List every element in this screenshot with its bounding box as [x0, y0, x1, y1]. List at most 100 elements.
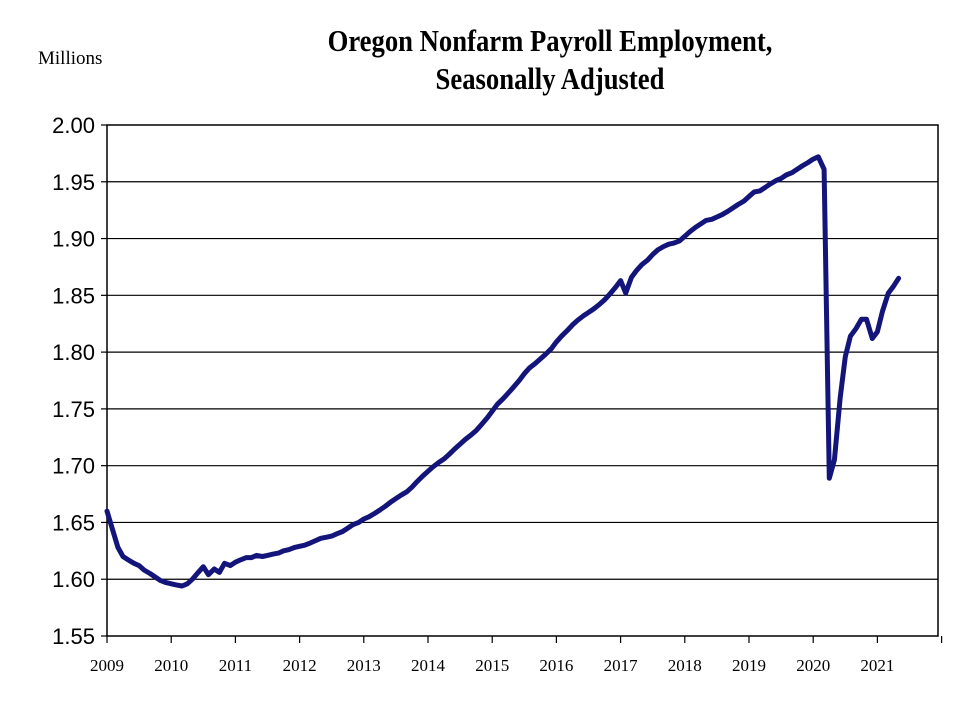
data-point	[855, 327, 857, 329]
x-tick-label: 2019	[732, 656, 766, 675]
data-point	[390, 501, 392, 503]
data-point	[695, 226, 697, 228]
data-point	[716, 216, 718, 218]
data-point	[277, 552, 279, 554]
data-point	[871, 338, 873, 339]
data-point	[170, 583, 172, 585]
data-point	[598, 303, 600, 305]
data-point	[539, 358, 541, 360]
data-point	[251, 557, 252, 559]
data-point	[326, 536, 328, 538]
data-point	[588, 311, 589, 313]
data-point	[849, 335, 851, 337]
data-point	[545, 353, 546, 355]
data-point	[181, 585, 183, 587]
data-point	[507, 392, 509, 394]
data-point	[657, 249, 659, 251]
data-point	[641, 264, 643, 266]
data-point	[711, 218, 713, 220]
x-tick-label: 2021	[860, 656, 894, 675]
data-point	[106, 510, 108, 512]
data-point	[315, 540, 317, 542]
chart-title-line-2: Seasonally Adjusted	[435, 61, 665, 96]
x-tick-label: 2014	[411, 656, 446, 675]
data-point	[534, 363, 536, 364]
data-point	[261, 556, 263, 557]
data-point	[165, 582, 167, 584]
data-point	[320, 537, 322, 539]
data-point	[759, 190, 761, 192]
data-point	[727, 210, 729, 212]
y-tick-label: 1.75	[52, 397, 95, 422]
data-point	[256, 554, 258, 556]
data-point	[604, 299, 605, 301]
data-point	[673, 242, 675, 244]
x-tick-label: 2015	[475, 656, 509, 675]
data-point	[636, 269, 638, 271]
data-point	[432, 466, 434, 468]
data-point	[791, 172, 793, 174]
data-point	[475, 430, 477, 431]
y-tick-label: 1.60	[52, 567, 95, 592]
data-point	[748, 196, 750, 197]
data-point	[705, 219, 707, 221]
data-point	[352, 524, 354, 526]
data-point	[523, 373, 525, 375]
data-point	[647, 259, 649, 261]
data-point	[893, 285, 894, 287]
data-point	[652, 254, 654, 255]
data-point	[310, 542, 311, 544]
data-point	[117, 546, 119, 548]
data-point	[882, 310, 883, 312]
chart-title-line-1: Oregon Nonfarm Payroll Employment,	[327, 23, 773, 58]
data-point	[812, 158, 814, 160]
data-point	[149, 573, 151, 574]
data-point	[663, 246, 665, 247]
x-tick-label: 2017	[604, 656, 639, 675]
y-axis-unit-label: Millions	[38, 48, 103, 69]
data-point	[480, 424, 482, 426]
data-point	[732, 207, 734, 209]
data-point	[288, 549, 290, 551]
data-point	[743, 200, 745, 202]
data-point	[866, 318, 867, 320]
data-point	[331, 535, 333, 537]
data-point	[555, 341, 557, 343]
y-tick-label: 1.65	[52, 510, 95, 535]
data-point	[887, 292, 889, 294]
data-point	[154, 576, 156, 578]
data-point	[299, 545, 301, 547]
data-point	[111, 527, 113, 529]
data-point	[582, 315, 584, 317]
data-point	[379, 509, 381, 511]
data-point	[609, 293, 611, 295]
data-point	[775, 180, 777, 182]
data-point	[443, 458, 445, 460]
x-tick-label: 2016	[539, 656, 573, 675]
data-point	[823, 168, 825, 170]
data-point	[764, 187, 766, 188]
series-line	[104, 154, 902, 589]
data-point	[122, 556, 124, 557]
grid-lines	[107, 181, 938, 580]
data-point	[384, 506, 386, 507]
data-point	[496, 403, 498, 405]
data-point	[416, 481, 418, 483]
data-point	[550, 348, 552, 350]
data-point	[753, 191, 755, 193]
y-tick-label: 1.55	[52, 624, 95, 649]
data-point	[175, 584, 177, 586]
data-point	[304, 544, 306, 546]
data-point	[486, 417, 488, 419]
data-point	[828, 477, 830, 479]
data-point	[224, 562, 225, 564]
data-point	[572, 324, 573, 326]
data-point	[807, 162, 809, 163]
data-point	[395, 498, 397, 500]
data-point	[679, 240, 681, 242]
data-point	[368, 516, 370, 518]
data-point	[839, 397, 841, 398]
data-point	[406, 491, 408, 493]
x-tick-label: 2020	[796, 656, 830, 675]
